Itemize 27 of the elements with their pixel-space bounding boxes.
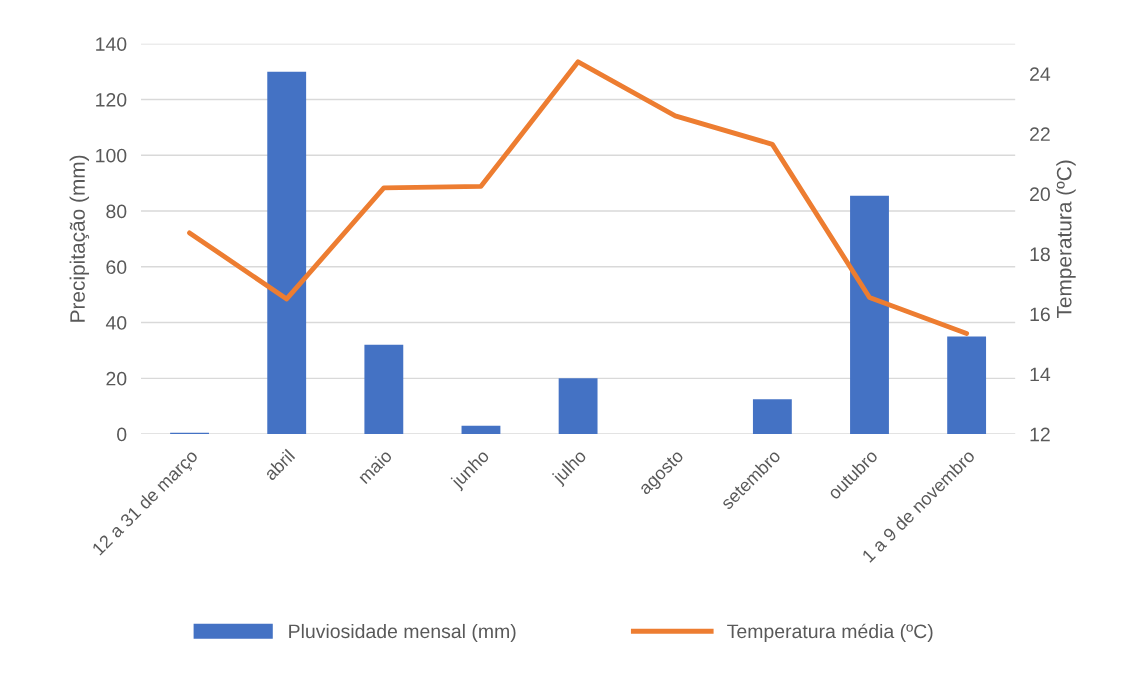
y-tick-label: 140	[96, 37, 127, 51]
y2-tick-label: 22	[1030, 127, 1050, 141]
y2-tick-label: 14	[1030, 367, 1051, 382]
bar	[752, 399, 792, 435]
y-tick-label: 20	[106, 371, 127, 386]
y-tick-label: 80	[106, 204, 127, 219]
y2-tick-label: 20	[1030, 187, 1050, 202]
y2-tick-label: 16	[1030, 307, 1050, 322]
bar	[850, 195, 889, 435]
legend-label: Temperatura média (ºC)	[727, 623, 933, 643]
line-series	[187, 59, 970, 336]
y-tick-label: 100	[96, 148, 127, 163]
bar	[947, 336, 987, 435]
y-tick-label: 60	[106, 260, 127, 275]
legend-label: Pluviosidade mensal (mm)	[289, 623, 516, 643]
y2-tick-label: 24	[1030, 67, 1051, 81]
y-tick-label: 40	[105, 316, 127, 330]
bar	[364, 344, 404, 435]
y-axis-title: Precipitação (mm)	[69, 155, 90, 322]
bar	[267, 71, 307, 435]
y2-tick-label: 18	[1030, 247, 1050, 262]
y2-axis-title: Temperatura (ºC)	[1056, 160, 1076, 319]
y-tick-label: 120	[96, 92, 127, 107]
y-tick-label: 0	[117, 427, 127, 442]
y2-tick-label: 12	[1030, 427, 1050, 442]
bar	[461, 425, 501, 435]
bar	[558, 378, 598, 435]
